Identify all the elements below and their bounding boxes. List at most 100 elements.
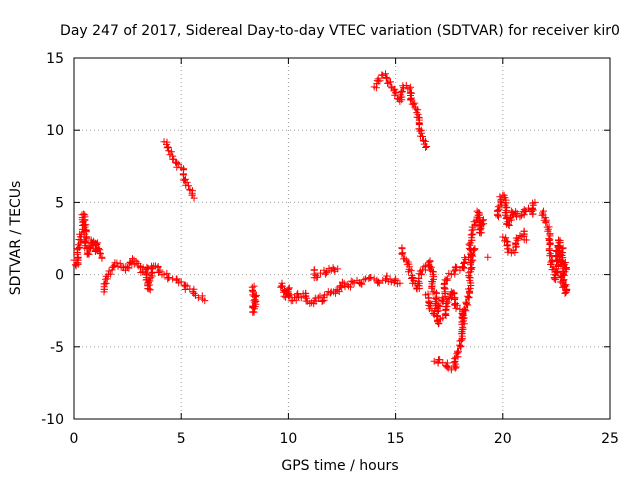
x-tick-label: 25 [601, 431, 619, 447]
data-point-cluster [173, 276, 183, 287]
data-point-cluster [416, 263, 429, 278]
data-point-cluster [500, 191, 510, 207]
data-point [190, 194, 198, 202]
data-point-cluster [462, 287, 474, 306]
data-point-cluster [460, 254, 470, 267]
data-point-cluster [451, 301, 461, 312]
data-point [145, 285, 153, 293]
data-point [422, 144, 430, 152]
data-point-cluster [425, 301, 439, 317]
data-point-cluster [398, 82, 407, 96]
data-point-cluster [465, 269, 475, 292]
data-point-cluster [358, 276, 368, 288]
data-point-cluster [130, 258, 142, 268]
data-point [340, 279, 348, 287]
data-point [471, 245, 479, 253]
data-point [80, 210, 88, 218]
data-point-cluster [559, 270, 571, 295]
data-point [480, 216, 488, 224]
data-point-cluster [493, 198, 506, 219]
chart-title: Day 247 of 2017, Sidereal Day-to-day VTE… [60, 23, 620, 39]
data-point-cluster [509, 243, 520, 256]
data-point [169, 155, 177, 163]
data-point [332, 289, 340, 297]
data-point-cluster [114, 259, 124, 270]
y-tick-label: -5 [50, 340, 64, 356]
data-point [447, 366, 455, 374]
data-point-cluster [558, 244, 570, 273]
data-point-cluster [442, 359, 451, 369]
data-point [374, 278, 382, 286]
data-point-cluster [156, 266, 166, 279]
data-point-cluster [180, 281, 189, 289]
data-point-cluster [512, 209, 521, 221]
plot-frame [73, 57, 611, 420]
data-point-cluster [510, 208, 520, 219]
data-point-cluster [403, 258, 413, 273]
data-point [387, 278, 395, 286]
data-point-cluster [554, 237, 564, 256]
data-point-cluster [163, 269, 172, 283]
data-point-cluster [308, 299, 318, 308]
data-point-cluster [501, 203, 511, 219]
data-point-cluster [415, 114, 423, 133]
y-tick-label: 0 [55, 268, 64, 284]
data-point [96, 249, 104, 257]
data-point [426, 258, 434, 266]
data-point [402, 81, 410, 89]
data-point [396, 97, 404, 105]
data-point-cluster [372, 77, 381, 92]
data-point-cluster [512, 234, 522, 249]
data-point-cluster [291, 291, 302, 304]
data-point-cluster [338, 278, 346, 292]
data-point-cluster [420, 137, 431, 150]
y-tick-label: -10 [41, 412, 64, 428]
data-point-cluster [101, 272, 111, 288]
y-tick-label: 10 [46, 123, 64, 139]
data-point-cluster [467, 259, 476, 273]
x-tick-label: 15 [387, 431, 405, 447]
data-point [497, 197, 505, 205]
data-point-cluster [367, 274, 375, 281]
data-point-cluster [119, 264, 128, 272]
y-tick-label: 5 [55, 195, 64, 211]
data-point-cluster [424, 259, 438, 296]
data-point-cluster [173, 160, 183, 171]
data-point-cluster [443, 362, 452, 372]
data-point [396, 279, 404, 287]
data-point [323, 291, 331, 299]
data-points [70, 70, 571, 374]
data-point-cluster [316, 292, 326, 305]
data-point [194, 294, 202, 302]
data-point-cluster [440, 276, 449, 300]
data-point-cluster [83, 244, 91, 258]
x-axis-label: GPS time / hours [281, 458, 398, 474]
data-point-cluster [329, 264, 339, 275]
x-tick-label: 5 [177, 431, 186, 447]
x-tick-label: 20 [494, 431, 512, 447]
data-point-cluster [154, 263, 162, 276]
data-point [531, 198, 539, 206]
data-point [383, 74, 391, 82]
data-point-cluster [518, 227, 528, 241]
data-point-cluster [165, 274, 173, 281]
data-point-cluster [382, 70, 390, 82]
data-point-cluster [139, 264, 149, 274]
data-point [85, 250, 93, 258]
data-point-cluster [320, 266, 330, 278]
data-point-cluster [188, 191, 196, 199]
y-tick-label: 15 [46, 51, 64, 67]
data-point-cluster [302, 289, 311, 305]
data-point [522, 236, 530, 244]
data-point [512, 210, 520, 218]
data-point-cluster [528, 199, 537, 218]
data-point-cluster [110, 259, 119, 269]
data-point-cluster [347, 277, 355, 291]
data-point-cluster [78, 211, 90, 236]
data-point-cluster [406, 89, 419, 108]
y-axis-label: SDTVAR / TECUs [8, 181, 24, 296]
data-point-cluster [310, 266, 318, 282]
data-point [499, 233, 507, 241]
data-point-cluster [373, 276, 382, 287]
data-point-cluster [476, 217, 488, 237]
